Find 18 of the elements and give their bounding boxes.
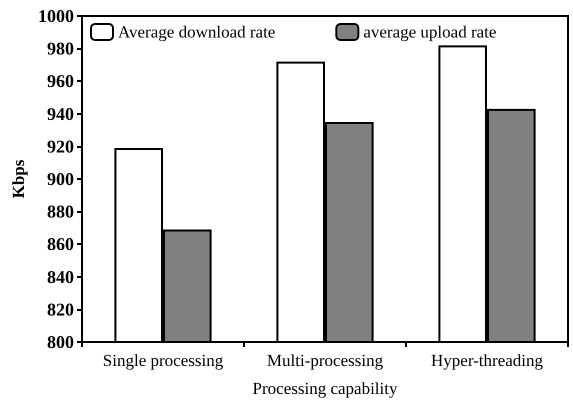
y-tick-label: 920 — [47, 136, 74, 156]
x-axis-title: Processing capability — [252, 379, 398, 398]
y-tick-label: 960 — [47, 71, 74, 92]
y-tick-label: 880 — [47, 202, 74, 222]
x-tick-label: Multi-processing — [266, 351, 384, 370]
x-tick-label: Hyper-threading — [430, 351, 544, 370]
legend-label: average upload rate — [363, 22, 496, 42]
x-tick-label: Single processing — [102, 351, 224, 370]
y-tick-label: 840 — [47, 266, 74, 287]
y-tick-label: 1000 — [38, 6, 74, 26]
legend-label: Average download rate — [118, 22, 276, 42]
y-tick-label: 900 — [47, 169, 74, 189]
y-tick-label: 800 — [47, 332, 74, 352]
y-axis-title: Kbps — [9, 159, 28, 198]
y-tick-label: 820 — [47, 299, 74, 320]
y-tick-label: 980 — [47, 38, 74, 59]
y-tick-label: 860 — [47, 234, 74, 254]
y-tick-label: 940 — [47, 104, 74, 124]
